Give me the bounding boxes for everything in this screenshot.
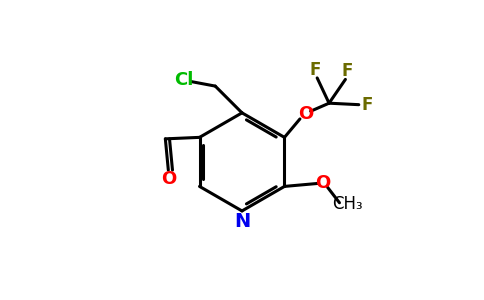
Text: F: F xyxy=(310,61,321,79)
Text: O: O xyxy=(316,174,331,192)
Text: O: O xyxy=(298,105,313,123)
Text: Cl: Cl xyxy=(174,71,194,89)
Text: F: F xyxy=(341,62,352,80)
Text: N: N xyxy=(234,212,250,231)
Text: CH₃: CH₃ xyxy=(333,195,363,213)
Text: O: O xyxy=(161,170,176,188)
Text: F: F xyxy=(362,96,373,114)
